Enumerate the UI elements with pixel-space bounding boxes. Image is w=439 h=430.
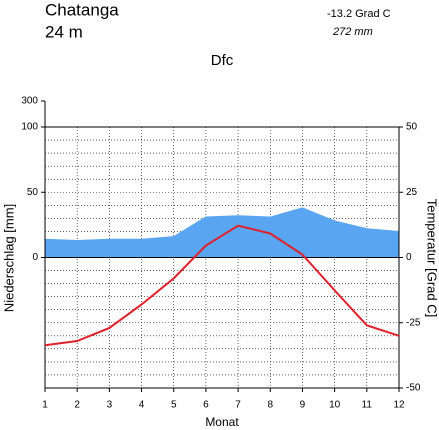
y2-tick-label: 0 — [406, 252, 412, 263]
x-tick-label: 1 — [42, 400, 48, 411]
y-axis-label: Niederschlag [mm] — [1, 204, 16, 312]
x-tick-label: 2 — [74, 400, 80, 411]
climate-class: Dfc — [211, 52, 234, 69]
annual-precipitation: 272 mm — [332, 26, 373, 38]
y-tick-label: 50 — [27, 187, 39, 198]
x-tick-label: 8 — [267, 400, 273, 411]
y-tick-label: 0 — [32, 252, 38, 263]
x-tick-label: 4 — [139, 400, 145, 411]
y-tick-label: 300 — [21, 96, 38, 107]
y-tick-label: 100 — [21, 122, 38, 133]
mean-temperature: -13.2 Grad C — [327, 8, 391, 20]
temperature-line — [44, 224, 400, 347]
y2-axis-label: Temperatur [Grad C] — [425, 199, 439, 318]
elevation: 24 m — [45, 22, 83, 41]
x-tick-label: 5 — [171, 400, 177, 411]
y2-tick-label: 25 — [406, 187, 418, 198]
x-tick-label: 6 — [203, 400, 209, 411]
x-tick-label: 10 — [329, 400, 341, 411]
x-tick-label: 11 — [362, 400, 373, 411]
y2-tick-label: -50 — [406, 383, 421, 394]
x-tick-label: 12 — [393, 400, 405, 411]
x-axis-label: Monat — [205, 415, 239, 429]
y2-tick-label: 50 — [406, 122, 418, 133]
y2-tick-label: -25 — [406, 317, 421, 328]
precipitation-area — [44, 207, 400, 258]
chart-title: Chatanga — [45, 0, 119, 19]
x-tick-label: 3 — [107, 400, 113, 411]
x-tick-label: 9 — [300, 400, 306, 411]
x-tick-label: 7 — [235, 400, 241, 411]
